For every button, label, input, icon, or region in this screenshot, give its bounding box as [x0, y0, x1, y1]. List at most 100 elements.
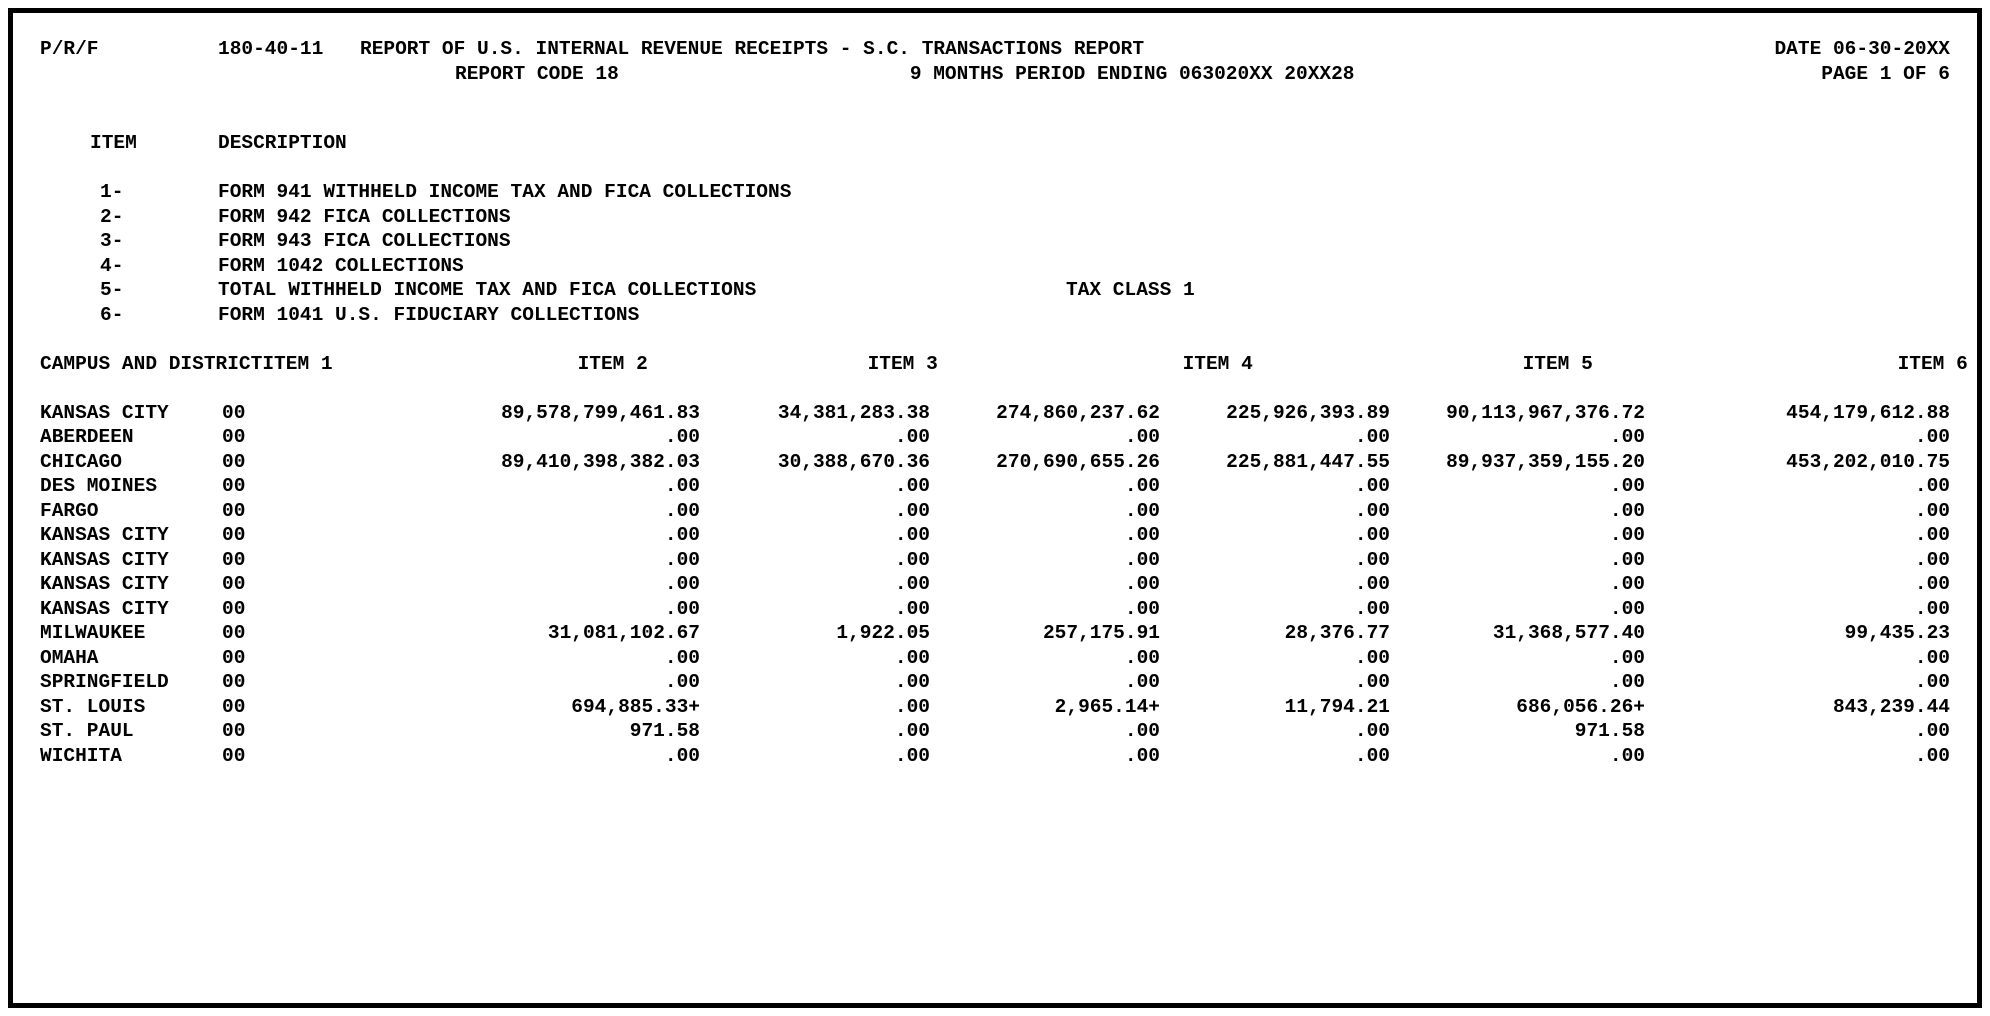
item4-cell: .00 — [1354, 524, 1390, 546]
item3-cell: 2,965.14+ — [1054, 695, 1160, 718]
table-body: KANSAS CITY 00 89,578,799,461.83 34,381,… — [40, 401, 1950, 769]
item3-cell: .00 — [1124, 671, 1160, 693]
item1-cell: 89,578,799,461.83 — [501, 401, 700, 424]
table-row: OMAHA 00 .00 .00 .00 .00 .00 .00 — [40, 646, 1950, 671]
item6-cell: .00 — [1914, 524, 1950, 546]
district-cell: 00 — [222, 524, 246, 546]
item6-cell: .00 — [1914, 671, 1950, 693]
item2-cell: .00 — [894, 695, 930, 718]
item3-cell: 257,175.91 — [1042, 622, 1160, 644]
item3-cell: .00 — [1124, 597, 1160, 620]
item1-cell: .00 — [664, 597, 700, 620]
item2-cell: .00 — [894, 671, 930, 693]
item5-cell: 31,368,577.40 — [1492, 622, 1645, 644]
item3-cell: .00 — [1124, 499, 1160, 522]
legend-item-description: FORM 1041 U.S. FIDUCIARY COLLECTIONS — [218, 303, 640, 326]
table-row: WICHITA 00 .00 .00 .00 .00 .00 .00 — [40, 744, 1950, 769]
item2-cell: .00 — [894, 475, 930, 497]
legend-item-number: 2- — [100, 205, 124, 228]
item6-cell: .00 — [1914, 548, 1950, 571]
table-row: ABERDEEN 00 .00 .00 .00 .00 .00 .00 — [40, 425, 1950, 450]
report-period: 9 MONTHS PERIOD ENDING 063020XX 20XX28 — [909, 62, 1355, 85]
item4-cell: .00 — [1354, 499, 1390, 522]
district-cell: 00 — [222, 450, 246, 473]
item3-cell: .00 — [1124, 426, 1160, 448]
item2-cell: .00 — [894, 646, 930, 669]
district-cell: 00 — [222, 426, 246, 448]
campus-cell: KANSAS CITY — [40, 548, 169, 571]
legend-row: 4- FORM 1042 COLLECTIONS — [40, 254, 1950, 279]
item2-col-header: ITEM 2 — [577, 352, 648, 375]
legend-item-description: FORM 1042 COLLECTIONS — [218, 254, 464, 277]
item6-cell: .00 — [1914, 597, 1950, 620]
district-cell: 00 — [222, 695, 246, 718]
item5-cell: .00 — [1609, 475, 1645, 497]
item4-cell: .00 — [1354, 646, 1390, 669]
item4-cell: .00 — [1354, 475, 1390, 497]
item5-cell: .00 — [1609, 671, 1645, 693]
item4-cell: .00 — [1354, 671, 1390, 693]
table-row: SPRINGFIELD 00 .00 .00 .00 .00 .00 .00 — [40, 670, 1950, 695]
table-row: ST. PAUL 00 971.58 .00 .00 .00 971.58 .0… — [40, 719, 1950, 744]
page-indicator: PAGE 1 OF 6 — [1821, 62, 1950, 85]
legend-row: 5- TOTAL WITHHELD INCOME TAX AND FICA CO… — [40, 278, 1950, 303]
item1-cell: .00 — [664, 646, 700, 669]
campus-cell: DES MOINES — [40, 475, 158, 497]
campus-cell: CHICAGO — [40, 450, 122, 473]
item6-cell: .00 — [1914, 426, 1950, 448]
campus-cell: OMAHA — [40, 646, 99, 669]
item3-cell: .00 — [1124, 548, 1160, 571]
item6-cell: .00 — [1914, 573, 1950, 595]
district-cell: 00 — [222, 720, 246, 742]
item2-cell: .00 — [894, 524, 930, 546]
spacer — [1355, 62, 1822, 87]
report-date: DATE 06-30-20XX — [1774, 38, 1950, 60]
legend-row: 2- FORM 942 FICA COLLECTIONS — [40, 205, 1950, 230]
item4-cell: .00 — [1354, 548, 1390, 571]
table-row: DES MOINES 00 .00 .00 .00 .00 .00 .00 — [40, 474, 1950, 499]
campus-district-col-header: CAMPUS AND DISTRICT — [40, 352, 263, 375]
item1-cell: 31,081,102.67 — [547, 622, 700, 644]
district-cell: 00 — [222, 573, 246, 595]
item4-cell: 11,794.21 — [1284, 695, 1390, 718]
item1-cell: .00 — [664, 524, 700, 546]
item5-cell: .00 — [1609, 573, 1645, 595]
campus-cell: KANSAS CITY — [40, 597, 169, 620]
report-page: P/R/F 180-40-11 REPORT OF U.S. INTERNAL … — [8, 8, 1982, 1008]
campus-cell: ST. PAUL — [40, 720, 134, 742]
table-row: KANSAS CITY 00 89,578,799,461.83 34,381,… — [40, 401, 1950, 426]
spacer — [1144, 37, 1774, 62]
campus-cell: WICHITA — [40, 744, 122, 767]
district-cell: 00 — [222, 597, 246, 620]
item6-cell: 453,202,010.75 — [1786, 450, 1950, 473]
table-row: FARGO 00 .00 .00 .00 .00 .00 .00 — [40, 499, 1950, 524]
item2-cell: .00 — [894, 426, 930, 448]
legend-item-description: FORM 942 FICA COLLECTIONS — [218, 205, 511, 228]
legend-item-number: 6- — [100, 303, 124, 326]
table-row: CHICAGO 00 89,410,398,382.03 30,388,670.… — [40, 450, 1950, 475]
item1-cell: 89,410,398,382.03 — [501, 450, 700, 473]
district-cell: 00 — [222, 548, 246, 571]
item2-cell: .00 — [894, 720, 930, 742]
table-row: KANSAS CITY 00 .00 .00 .00 .00 .00 .00 — [40, 572, 1950, 597]
item2-cell: .00 — [894, 744, 930, 767]
item6-cell: 843,239.44 — [1832, 695, 1950, 718]
spacer — [40, 62, 455, 87]
report-code: REPORT CODE 18 — [455, 62, 619, 85]
item2-cell: .00 — [894, 499, 930, 522]
item5-cell: 971.58 — [1574, 720, 1645, 742]
table-row: KANSAS CITY 00 .00 .00 .00 .00 .00 .00 — [40, 523, 1950, 548]
item1-cell: .00 — [664, 548, 700, 571]
item3-cell: .00 — [1124, 720, 1160, 742]
item6-col-header: ITEM 6 — [1897, 352, 1968, 375]
item5-cell: 89,937,359,155.20 — [1446, 450, 1645, 473]
campus-cell: ABERDEEN — [40, 426, 134, 448]
item6-cell: .00 — [1914, 720, 1950, 742]
item5-cell: .00 — [1609, 426, 1645, 448]
item4-cell: .00 — [1354, 744, 1390, 767]
item6-cell: .00 — [1914, 646, 1950, 669]
item5-cell: .00 — [1609, 499, 1645, 522]
item1-cell: .00 — [664, 475, 700, 497]
prf-label: P/R/F — [40, 38, 99, 60]
report-header-line2: REPORT CODE 18 9 MONTHS PERIOD ENDING 06… — [40, 62, 1950, 87]
